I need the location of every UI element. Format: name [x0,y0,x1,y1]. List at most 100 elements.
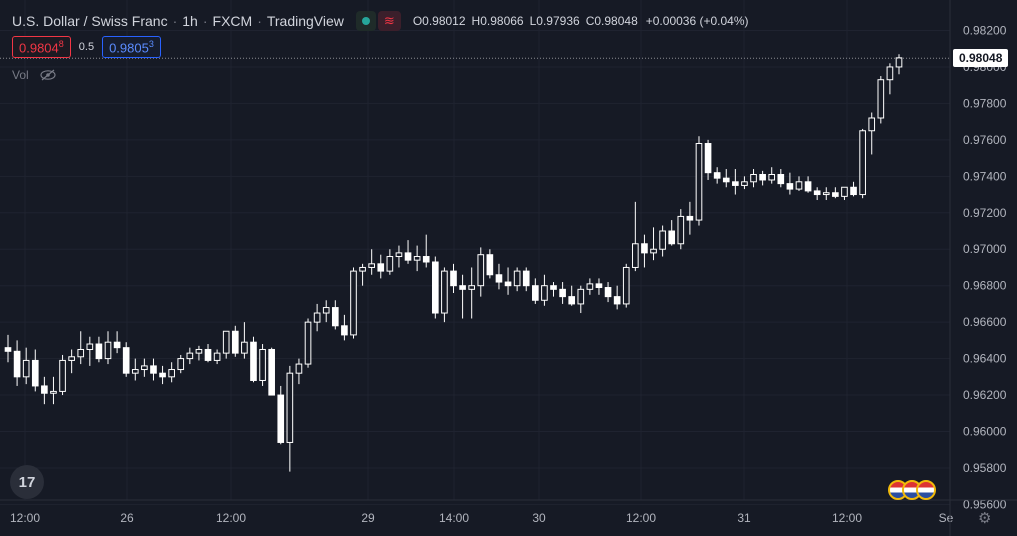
candle-down [504,281,512,287]
us-flag-icon[interactable] [916,480,936,500]
legend-separator: · [257,13,262,29]
candle-up [822,192,830,196]
x-tick-label: 29 [361,511,375,525]
interval-label[interactable]: 1h [182,13,198,29]
y-tick-label: 0.97000 [963,242,1007,256]
candle-up [513,270,521,287]
candle-up [195,348,203,354]
y-tick-label: 0.97800 [963,96,1007,110]
candle-up [659,230,666,250]
candle-up [295,363,303,374]
candle-down [850,186,857,196]
candle-down [204,348,212,361]
y-tick-label: 0.98200 [963,24,1007,38]
candle-down [277,394,285,443]
ohlc-values: O0.98012 H0.98066 L0.97936 C0.98048 +0.0… [413,14,749,28]
candle-down [613,296,621,305]
y-tick-label: 0.96600 [963,315,1007,329]
economic-events[interactable] [888,480,936,500]
candle-down [150,365,157,374]
candle-up [895,57,903,68]
candle-down [686,215,694,221]
candle-down [722,177,730,183]
y-tick-label: 0.95800 [963,461,1007,475]
candle-up [104,341,112,360]
open-value: 0.98012 [422,14,466,28]
legend-separator: · [172,13,178,29]
candle-up [413,256,421,261]
y-tick-label: 0.96200 [963,388,1007,402]
volume-indicator[interactable]: Vol [12,68,57,82]
market-open-icon [361,17,370,25]
x-tick-label: Se [939,511,954,525]
wave-icon: ≋ [383,13,395,28]
close-value: 0.98048 [594,14,638,28]
candle-down [759,174,766,181]
candle-up [22,359,30,378]
candle-up [77,348,85,358]
candle-down [604,287,612,298]
high-label: H [471,14,481,28]
chart-legend: U.S. Dollar / Swiss Franc · 1h · FXCM · … [12,10,749,32]
candle-down [377,263,385,272]
candle-down [95,343,103,360]
candle-down [568,296,576,305]
low-label: L [529,14,537,28]
candle-down [231,330,239,354]
candle-down [595,283,603,289]
candle-down [522,270,530,287]
candle-up [622,266,630,305]
candle-down [786,183,794,190]
candle-up [50,390,57,394]
high-value: 0.98066 [480,14,524,28]
close-label: C [585,14,595,28]
sell-price: 0.9804 [19,40,59,56]
candle-up [322,307,330,314]
candle-down [113,341,121,349]
candle-down [122,347,130,374]
candle-down [486,254,494,276]
candle-up [868,117,876,132]
candle-down [777,174,785,185]
market-status-button[interactable] [355,11,376,31]
candle-down [713,172,721,179]
candle-up [741,181,748,186]
gear-icon[interactable]: ⚙ [978,510,992,527]
candle-down [450,270,457,287]
change-value: +0.00036 (+0.04%) [645,14,749,28]
eye-slash-icon[interactable] [39,69,57,81]
candle-down [495,274,503,283]
spread-value: 0.5 [78,41,95,54]
candle-down [159,372,166,378]
source-label: TradingView [266,13,344,29]
open-label: O [412,14,423,28]
candle-up [168,369,175,378]
candle-up [650,248,657,254]
candle-up [632,243,639,268]
y-tick-label: 0.97400 [963,169,1007,183]
y-tick-label: 0.96800 [963,279,1007,293]
buy-button[interactable]: 0.98053 [102,36,161,59]
candle-up [213,352,221,361]
exchange-label: FXCM [212,13,253,29]
x-tick-label: 12:00 [216,511,246,525]
candle-up [795,181,803,190]
candle-down [13,350,21,378]
candle-up [441,270,448,314]
sell-pip: 8 [58,39,64,49]
candle-up [768,174,776,181]
candle-down [459,285,466,290]
data-problem-button[interactable]: ≋ [377,11,401,31]
symbol-name[interactable]: U.S. Dollar / Swiss Franc [12,13,168,29]
candle-up [577,288,585,305]
candle-down [704,143,712,174]
candle-up [313,312,321,323]
candle-down [532,285,539,301]
candle-up [86,343,94,350]
tradingview-logo[interactable]: 17 [10,465,44,499]
x-tick-label: 14:00 [439,511,469,525]
candle-down [804,181,812,192]
candle-down [268,348,275,396]
sell-button[interactable]: 0.98048 [12,36,71,59]
